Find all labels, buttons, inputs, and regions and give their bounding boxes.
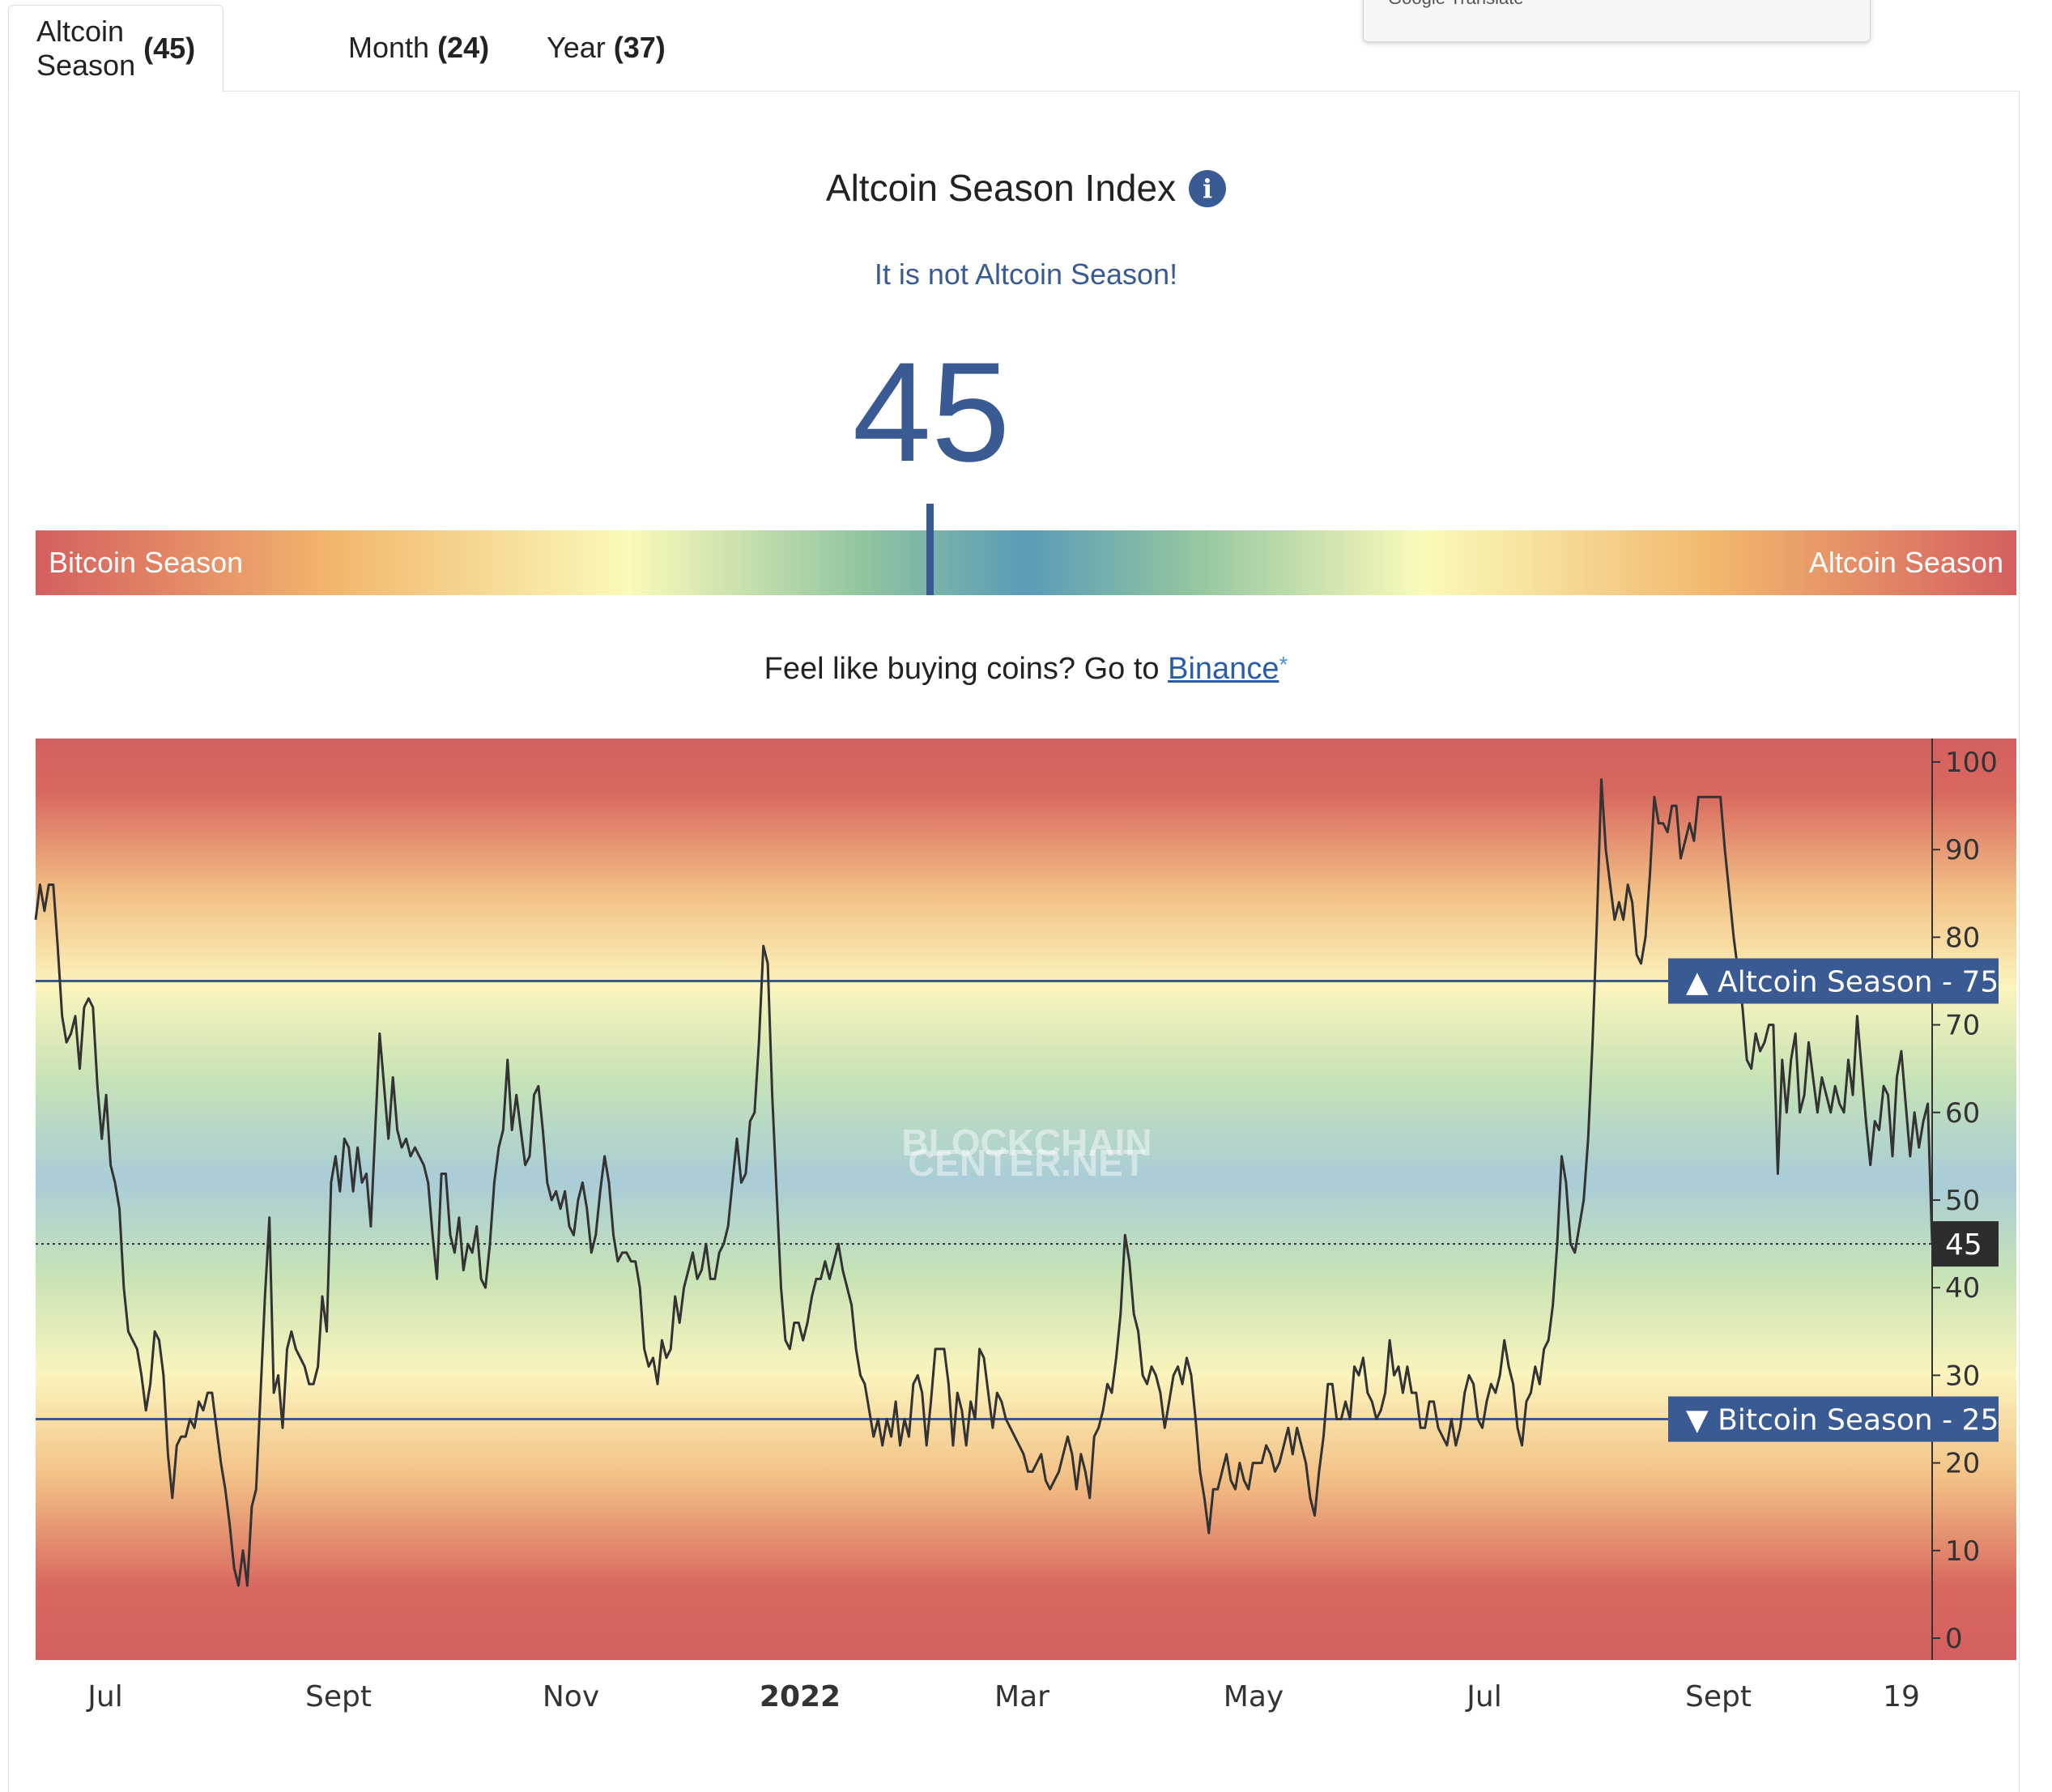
tab-month-label: Month xyxy=(348,31,430,64)
y-tick-label: 70 xyxy=(1945,1010,1980,1042)
x-tick-label: Sept xyxy=(305,1680,372,1713)
y-tick-label: 90 xyxy=(1945,834,1980,866)
x-tick-label: Jul xyxy=(1465,1680,1501,1713)
threshold-label-box xyxy=(1668,958,1999,1004)
y-tick-label: 20 xyxy=(1945,1448,1980,1480)
x-tick-label: 2022 xyxy=(760,1680,841,1713)
y-tick-label: 100 xyxy=(1945,747,1998,779)
index-value: 45 xyxy=(852,334,1011,492)
page-title-text: Altcoin Season Index xyxy=(825,167,1177,209)
binance-link[interactable]: Binance xyxy=(1168,652,1279,686)
gauge-needle xyxy=(926,504,934,595)
x-tick-label: Mar xyxy=(994,1680,1049,1713)
tab-month[interactable]: Month (24) xyxy=(348,5,489,91)
y-tick-label: 10 xyxy=(1945,1535,1980,1568)
content-panel xyxy=(8,91,2020,1792)
threshold-label: ▲ Altcoin Season - 75 xyxy=(1686,966,1999,999)
tab-year-label: Year xyxy=(547,31,606,64)
y-tick-label: 50 xyxy=(1945,1185,1980,1217)
chart-background xyxy=(36,739,2016,1660)
info-icon[interactable]: i xyxy=(1189,170,1227,207)
y-tick-label: 40 xyxy=(1945,1272,1980,1305)
gauge-right-label: Altcoin Season xyxy=(1808,546,2003,579)
google-translate-popup[interactable]: Google Translate xyxy=(1363,0,1871,42)
season-gauge: Bitcoin Season Altcoin Season xyxy=(36,530,2016,595)
current-value-label: 45 xyxy=(1945,1228,1982,1262)
tab-month-value: (24) xyxy=(437,31,490,64)
promo-line: Feel like buying coins? Go to Binance* xyxy=(0,652,2052,687)
x-tick-label: Sept xyxy=(1685,1680,1752,1713)
current-value-box xyxy=(1932,1221,1999,1267)
index-series-line xyxy=(34,778,1934,1587)
x-tick-label: 19 xyxy=(1883,1680,1920,1713)
watermark-line: BLOCKCHAIN xyxy=(901,1122,1152,1164)
y-tick-label: 60 xyxy=(1945,1097,1980,1130)
season-status: It is not Altcoin Season! xyxy=(874,258,1178,291)
google-translate-label: Google Translate xyxy=(1388,0,1524,9)
tab-altcoin-season-label: Altcoin Season xyxy=(36,15,136,82)
x-tick-label: Jul xyxy=(86,1680,122,1713)
tab-altcoin-season[interactable]: Altcoin Season (45) xyxy=(8,5,224,92)
watermark-line: CENTER.NET xyxy=(908,1142,1146,1184)
y-tick-label: 0 xyxy=(1945,1623,1963,1655)
promo-asterisk: * xyxy=(1279,652,1288,677)
tab-year[interactable]: Year (37) xyxy=(547,5,666,91)
y-tick-label: 30 xyxy=(1945,1360,1980,1392)
promo-text: Feel like buying coins? Go to xyxy=(764,652,1160,686)
gauge-left-label: Bitcoin Season xyxy=(49,546,244,579)
y-tick-label: 80 xyxy=(1945,922,1980,954)
threshold-label-box xyxy=(1668,1396,1999,1442)
threshold-label: ▼ Bitcoin Season - 25 xyxy=(1686,1404,1999,1437)
tab-altcoin-season-value: (45) xyxy=(143,32,196,65)
tab-year-value: (37) xyxy=(613,31,666,64)
x-tick-label: May xyxy=(1224,1680,1284,1713)
x-tick-label: Nov xyxy=(543,1680,599,1713)
page-title: Altcoin Season Index i xyxy=(0,166,2052,210)
